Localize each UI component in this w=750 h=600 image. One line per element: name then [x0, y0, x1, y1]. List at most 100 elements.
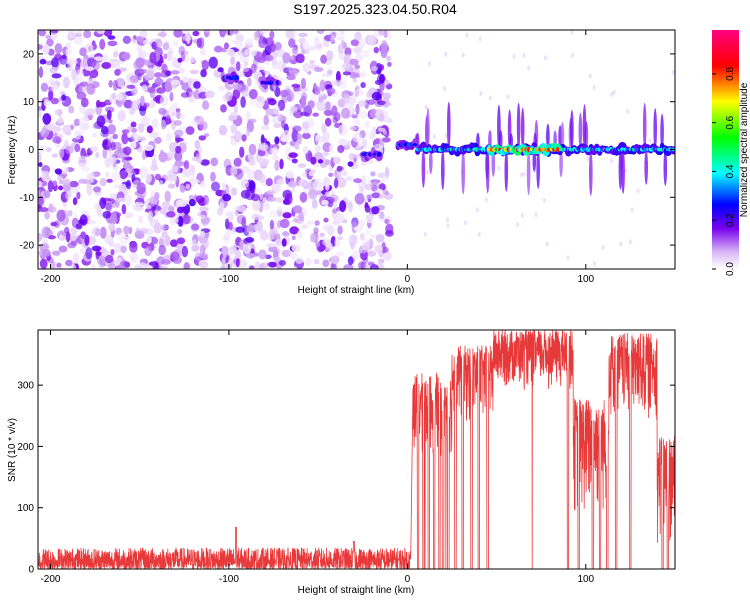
heatmap-cell — [128, 226, 133, 235]
heatmap-cell — [222, 246, 227, 259]
heatmap-cell — [246, 168, 255, 181]
heatmap-cell — [314, 144, 321, 153]
heatmap-cell — [84, 43, 94, 53]
heatmap-cell — [162, 42, 170, 51]
heatmap-cell — [348, 201, 353, 213]
heatmap-cell — [648, 137, 652, 143]
heatmap-cell — [375, 233, 385, 243]
heatmap-cell — [49, 66, 58, 74]
heatmap-cell — [624, 168, 628, 174]
heatmap-cell — [172, 40, 179, 47]
heatmap-cell — [292, 266, 298, 269]
heatmap-cell — [291, 244, 301, 252]
heatmap-cell — [461, 52, 465, 58]
heatmap-cell — [239, 146, 245, 158]
heatmap-cell — [161, 63, 168, 74]
heatmap-cell — [117, 110, 127, 122]
heatmap-cell — [85, 247, 93, 260]
heatmap-cell — [332, 79, 342, 86]
heatmap-cell — [321, 123, 327, 134]
heatmap-cell — [357, 100, 367, 107]
heatmap-cell — [120, 245, 127, 253]
heatmap-cell — [254, 261, 261, 269]
heatmap-cell — [542, 197, 546, 203]
heatmap-cell — [224, 42, 229, 50]
heatmap-cell — [187, 77, 193, 85]
heatmap-cell — [334, 122, 341, 128]
heatmap-cell — [347, 161, 354, 167]
heatmap-cell — [241, 66, 250, 73]
heatmap-cell — [520, 212, 524, 218]
heatmap-cell — [307, 100, 315, 109]
heatmap-cell — [170, 70, 180, 75]
heatmap-cell — [220, 104, 227, 113]
heatmap-cell — [74, 118, 81, 127]
heatmap-cell — [274, 42, 282, 51]
heatmap-cell — [299, 191, 308, 203]
heatmap-cell — [152, 205, 162, 212]
heatmap-cell — [426, 107, 430, 150]
heatmap-cell — [636, 188, 640, 194]
heatmap-cell — [259, 30, 267, 36]
heatmap-cell — [80, 165, 90, 172]
heatmap-cell — [65, 146, 74, 155]
heatmap-cell — [118, 183, 128, 193]
heatmap-cell — [175, 109, 181, 120]
heatmap-cell — [586, 156, 590, 162]
heatmap-cell — [67, 30, 76, 39]
heatmap-cell — [371, 206, 380, 215]
heatmap-cell — [302, 121, 309, 130]
heatmap-cell — [113, 243, 122, 254]
heatmap-cell — [285, 30, 295, 39]
heatmap-cell — [300, 95, 307, 108]
heatmap-cell — [619, 241, 623, 247]
heatmap-cell — [281, 130, 292, 138]
heatmap-cell — [177, 228, 183, 235]
heatmap-cell — [59, 148, 65, 159]
heatmap-cell — [38, 162, 43, 167]
heatmap-cell — [570, 30, 574, 35]
heatmap-cell — [73, 36, 84, 45]
heatmap-cell — [343, 93, 351, 104]
heatmap-cell — [144, 246, 152, 257]
colorbar-gradient — [712, 30, 739, 269]
heatmap-cell — [62, 76, 70, 89]
heatmap-cell — [309, 63, 316, 70]
heatmap-cell — [273, 256, 281, 263]
heatmap-cell — [123, 99, 134, 109]
heatmap-cell — [380, 46, 388, 59]
heatmap-cell — [377, 261, 383, 269]
heatmap-cell — [264, 45, 272, 56]
heatmap-cell — [232, 83, 242, 90]
heatmap-cell — [123, 156, 133, 161]
heatmap-cell — [68, 180, 79, 188]
y-tick-label: 200 — [17, 442, 34, 453]
heatmap-cell — [292, 218, 300, 223]
heatmap-cell — [324, 117, 332, 127]
heatmap-cell — [571, 52, 574, 58]
heatmap-cell — [384, 102, 393, 107]
colorbar: 0.0 0.2 0.4 0.6 0.8 Normalized spectral ampl… — [712, 30, 750, 276]
heatmap-cell — [248, 158, 256, 166]
heatmap-cell — [268, 261, 277, 268]
heatmap-cell — [129, 241, 138, 253]
heatmap-cell — [258, 249, 267, 260]
heatmap-cell — [384, 190, 389, 196]
heatmap-cell — [181, 168, 192, 178]
heatmap-cells — [38, 30, 675, 269]
heatmap-cell — [200, 230, 206, 238]
colorbar-ticks: 0.0 0.2 0.4 0.6 0.8 — [712, 67, 736, 276]
heatmap-cell — [352, 47, 362, 53]
heatmap-cell — [110, 249, 115, 256]
heatmap-cell — [301, 132, 311, 140]
heatmap-cell — [313, 227, 319, 235]
heatmap-cell — [224, 218, 230, 230]
heatmap-cell — [294, 90, 304, 95]
heatmap-cell — [65, 259, 73, 267]
heatmap-cell — [70, 230, 78, 241]
y-tick-label: -10 — [20, 193, 35, 204]
top-y-ticks: -20 -10 0 10 20 — [20, 49, 675, 252]
heatmap-cell — [352, 132, 362, 143]
heatmap-cell — [377, 127, 386, 132]
heatmap-cell — [339, 77, 348, 89]
